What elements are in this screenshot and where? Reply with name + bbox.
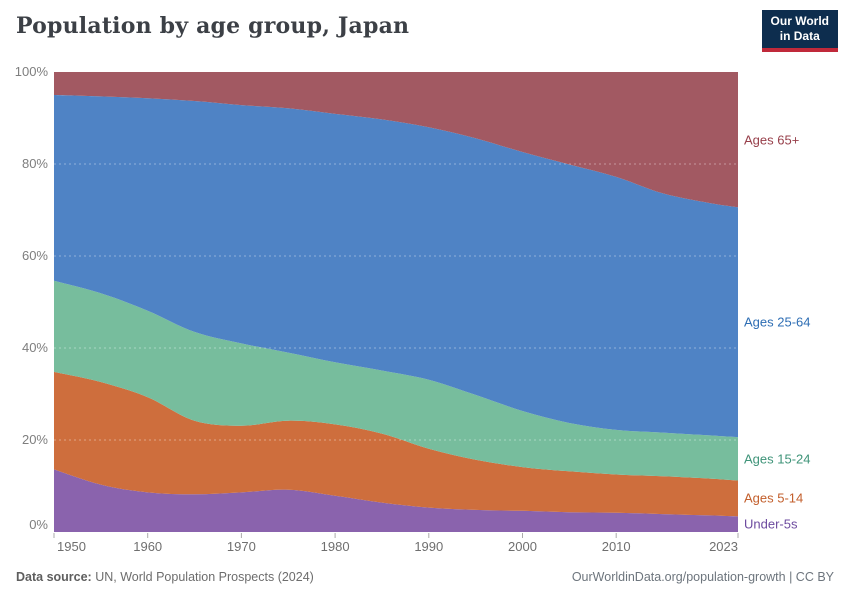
- legend-ages-65-[interactable]: Ages 65+: [744, 132, 800, 148]
- chart-gridlines: [54, 163, 738, 441]
- owid-logo[interactable]: Our World in Data: [761, 10, 838, 52]
- y-axis-label-100%: 100%: [15, 64, 49, 79]
- y-axis-label-20%: 20%: [22, 432, 48, 447]
- owid-citation-link[interactable]: OurWorldinData.org/population-growth | C…: [571, 570, 834, 584]
- y-axis-label-0%: 0%: [29, 517, 48, 532]
- area-ages-15-24[interactable]: [54, 280, 738, 481]
- area-under-5s[interactable]: [54, 469, 738, 532]
- legend-ages-5-14[interactable]: Ages 5-14: [744, 490, 804, 506]
- area-ages-5-14[interactable]: [54, 371, 738, 517]
- area-ages-65-[interactable]: [54, 72, 738, 208]
- legend-ages-25-64[interactable]: Ages 25-64: [744, 314, 811, 330]
- legend-ages-15-24[interactable]: Ages 15-24: [744, 451, 811, 467]
- x-axis-label-1980: 1980: [321, 539, 350, 554]
- chart-title: Population by age group, Japan: [16, 13, 410, 39]
- data-source-label: Data source:: [16, 570, 92, 584]
- y-axis-label-40%: 40%: [22, 340, 48, 355]
- chart-areas: [54, 72, 738, 532]
- legend-under-5s[interactable]: Under-5s: [744, 516, 798, 532]
- x-axis-label-1990: 1990: [414, 539, 443, 554]
- owid-logo-line2: in Data: [779, 29, 820, 44]
- x-axis-label-2000: 2000: [508, 539, 537, 554]
- x-axis-label-1960: 1960: [133, 539, 162, 554]
- owid-logo-line1: Our World: [770, 14, 829, 28]
- y-axis-label-60%: 60%: [22, 248, 48, 263]
- x-axis-label-2023: 2023: [709, 539, 738, 554]
- y-axis-label-80%: 80%: [22, 156, 48, 171]
- area-ages-25-64[interactable]: [54, 95, 738, 438]
- data-source-note: Data source: UN, World Population Prospe…: [16, 570, 314, 584]
- chart-axes: 0% 20% 40% 60% 80% 100% 1950 1960 1970 1980 1990 20…: [15, 64, 739, 554]
- x-axis-label-2010: 2010: [602, 539, 631, 554]
- x-axis-label-1970: 1970: [227, 539, 256, 554]
- data-source-value: UN, World Population Prospects (2024): [91, 570, 314, 584]
- x-axis-label-1950: 1950: [57, 539, 86, 554]
- chart-footer: Data source: UN, World Population Prospe…: [16, 570, 834, 584]
- owid-logo-accent-bar: [761, 47, 838, 52]
